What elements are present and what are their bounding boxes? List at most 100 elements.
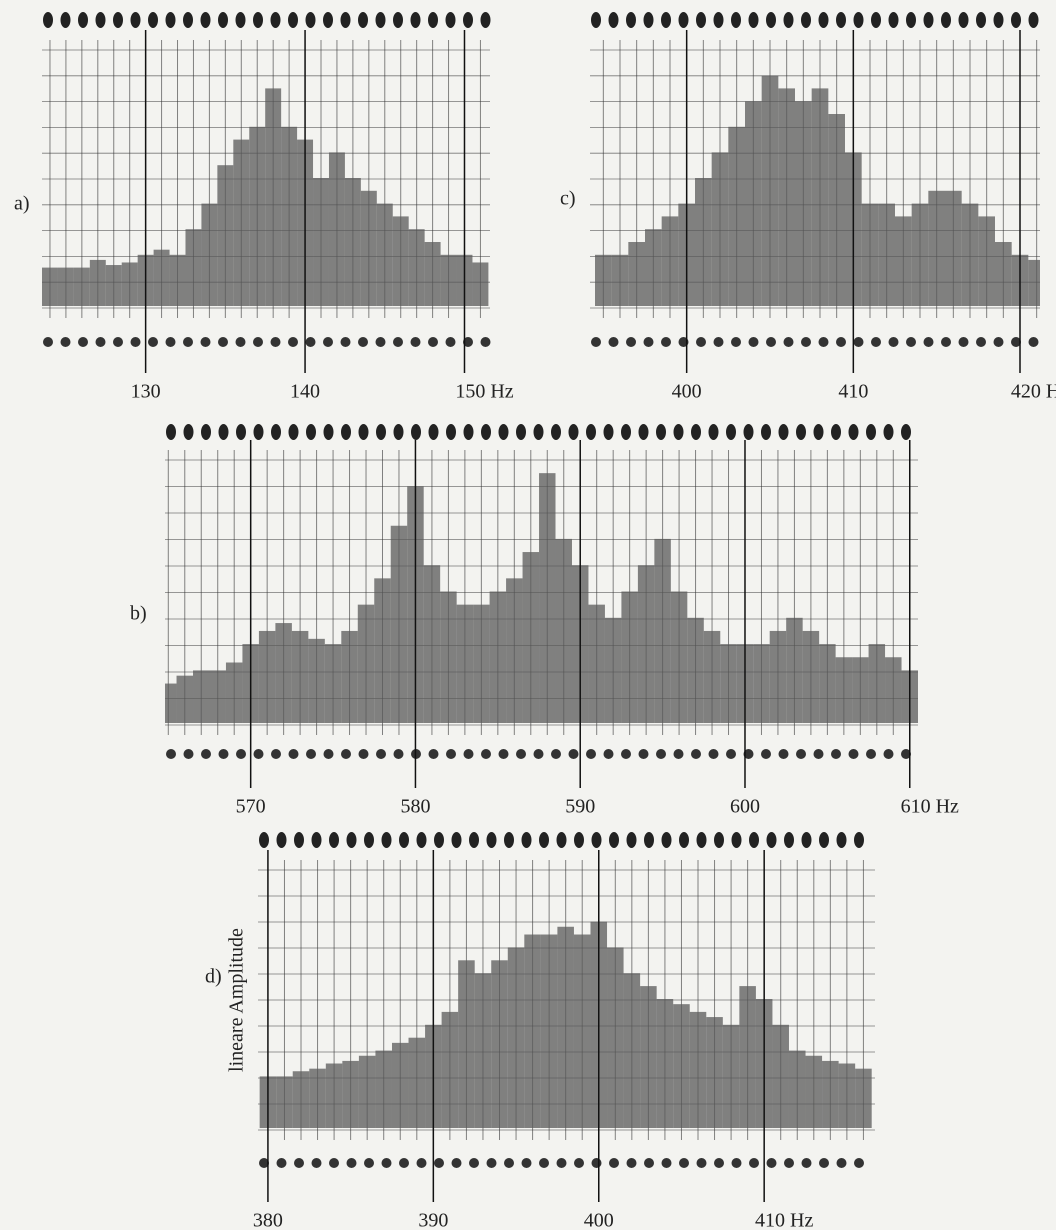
sprocket xyxy=(411,337,421,347)
sprocket xyxy=(201,424,211,440)
sprocket xyxy=(767,832,777,848)
panel-label: c) xyxy=(560,188,576,210)
spectrum-bar xyxy=(217,165,233,306)
sprocket xyxy=(889,337,899,347)
sprocket xyxy=(679,1158,689,1168)
sprocket xyxy=(644,12,654,28)
page: {"chart_data": [ {"type": "bar", "label"… xyxy=(0,0,1056,1230)
sprocket xyxy=(574,1158,584,1168)
sprocket xyxy=(679,832,689,848)
sprocket xyxy=(446,424,456,440)
sprocket xyxy=(236,12,246,28)
sprocket xyxy=(522,832,532,848)
sprocket xyxy=(306,749,316,759)
sprocket xyxy=(294,1158,304,1168)
sprocket xyxy=(959,12,969,28)
sprocket xyxy=(289,749,299,759)
x-tick-label: 410 xyxy=(838,381,868,403)
spectrum-bar xyxy=(491,960,508,1128)
sprocket xyxy=(166,749,176,759)
sprocket xyxy=(271,337,281,347)
sprocket xyxy=(802,1158,812,1168)
sprocket xyxy=(696,337,706,347)
spectrum-bar xyxy=(795,101,812,306)
sprocket xyxy=(539,832,549,848)
spectrum-bar xyxy=(762,76,779,306)
sprocket xyxy=(452,1158,462,1168)
sprocket xyxy=(434,832,444,848)
sprocket xyxy=(236,749,246,759)
sprocket xyxy=(253,337,263,347)
sprocket xyxy=(901,424,911,440)
sprocket xyxy=(43,337,53,347)
spectrum-bar xyxy=(828,114,845,306)
sprocket xyxy=(306,337,316,347)
spectrum-bar xyxy=(259,631,275,723)
sprocket xyxy=(358,12,368,28)
sprocket xyxy=(271,12,281,28)
sprocket xyxy=(836,12,846,28)
sprocket xyxy=(796,749,806,759)
sprocket xyxy=(837,832,847,848)
sprocket xyxy=(784,337,794,347)
sprocket xyxy=(411,12,421,28)
spectrum-bar xyxy=(281,127,297,306)
sprocket xyxy=(644,1158,654,1168)
sprocket xyxy=(463,12,473,28)
spectrum-bar xyxy=(524,935,541,1129)
spectrum-bar xyxy=(895,216,912,306)
sprocket xyxy=(731,337,741,347)
sprocket xyxy=(78,337,88,347)
sprocket xyxy=(749,1158,759,1168)
sprocket xyxy=(819,337,829,347)
sprocket xyxy=(569,749,579,759)
sprocket xyxy=(312,1158,322,1168)
spectrum-bar xyxy=(457,605,473,723)
spectrum-bar xyxy=(541,935,558,1129)
panel xyxy=(258,860,875,1140)
spectrum-bar xyxy=(612,255,629,306)
sprocket xyxy=(434,1158,444,1168)
sprocket xyxy=(994,337,1004,347)
sprocket xyxy=(411,424,421,440)
sprocket xyxy=(184,424,194,440)
sprocket xyxy=(306,12,316,28)
sprocket xyxy=(714,337,724,347)
spectrum-bar xyxy=(58,268,74,306)
sprocket xyxy=(557,832,567,848)
sprocket xyxy=(656,749,666,759)
sprocket xyxy=(959,337,969,347)
sprocket xyxy=(487,1158,497,1168)
spectrum-bar xyxy=(74,268,90,306)
sprocket xyxy=(359,424,369,440)
spectrum-bar xyxy=(671,592,687,724)
sprocket xyxy=(871,337,881,347)
sprocket xyxy=(661,337,671,347)
sprocket xyxy=(341,12,351,28)
spectrum-bar xyxy=(638,565,654,723)
spectrum-bar xyxy=(855,1069,872,1128)
sprocket xyxy=(994,12,1004,28)
spectrum-bar xyxy=(425,242,441,306)
spectrum-bar xyxy=(309,1069,326,1128)
sprocket xyxy=(393,337,403,347)
sprocket xyxy=(784,1158,794,1168)
sprocket xyxy=(96,12,106,28)
sprocket xyxy=(341,424,351,440)
sprocket xyxy=(312,832,322,848)
spectrum-bar xyxy=(869,644,885,723)
sprocket xyxy=(43,12,53,28)
sprocket xyxy=(849,749,859,759)
sprocket xyxy=(341,749,351,759)
x-tick-label: 390 xyxy=(418,1210,448,1230)
sprocket xyxy=(184,749,194,759)
spectrum-bar xyxy=(374,578,390,723)
sprocket xyxy=(644,337,654,347)
sprocket xyxy=(347,832,357,848)
spectrum-bar xyxy=(753,644,769,723)
spectrum-bar xyxy=(490,592,506,724)
sprocket xyxy=(814,424,824,440)
sprocket xyxy=(766,337,776,347)
spectrum-bar xyxy=(424,565,440,723)
sprocket xyxy=(639,424,649,440)
